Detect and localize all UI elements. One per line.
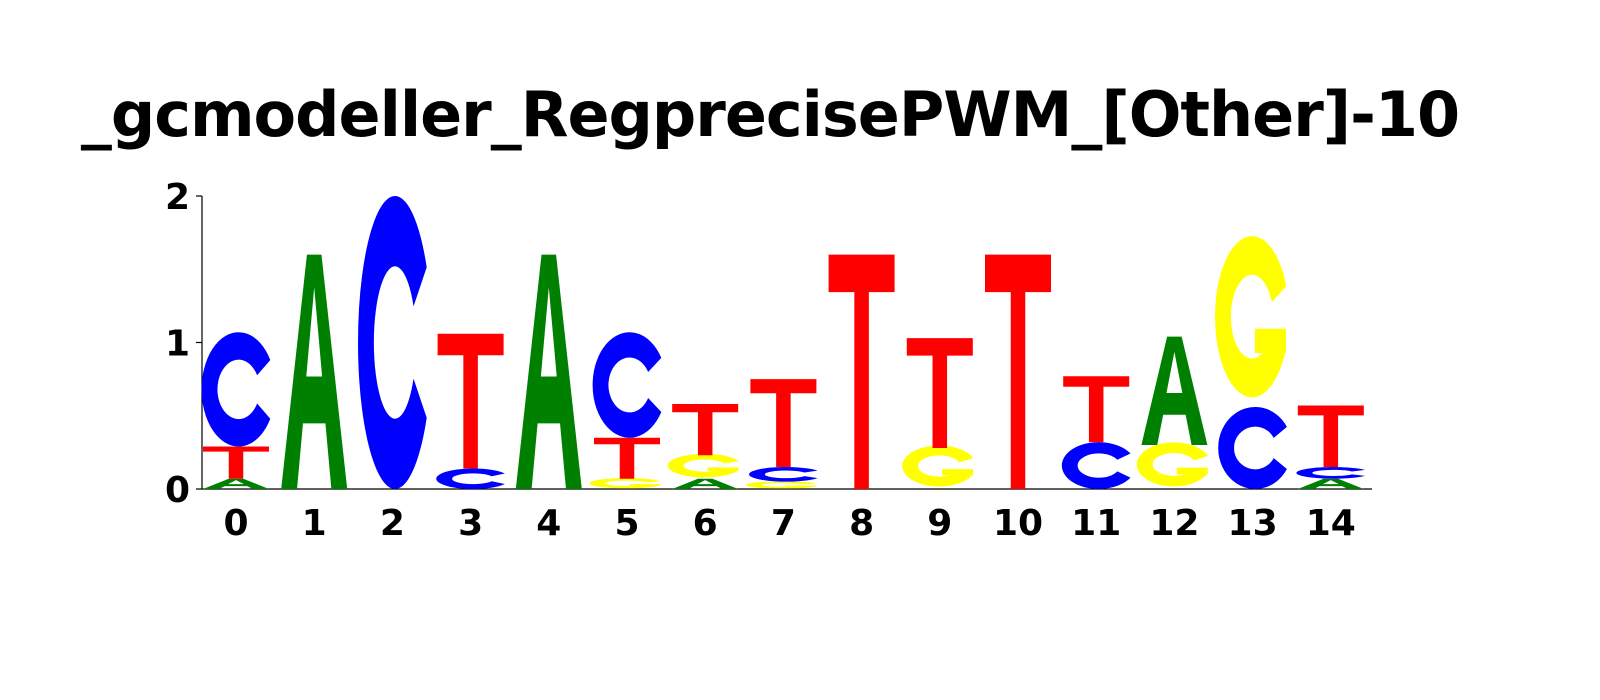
logo-letter-T-pos-0 <box>203 446 269 479</box>
logo-letter-C-pos-13 <box>1218 406 1287 489</box>
x-tick-label: 6 <box>693 503 718 544</box>
x-tick-label: 12 <box>1149 503 1199 544</box>
logo-letter-A-pos-6 <box>672 478 739 489</box>
logo-letter-A-pos-1 <box>281 254 348 490</box>
logo-letter-C-pos-2 <box>358 196 427 489</box>
logo-letter-C-pos-3 <box>436 468 505 489</box>
x-tick-label: 10 <box>993 503 1043 544</box>
logo-letter-C-pos-7 <box>749 467 818 482</box>
x-tick-label: 13 <box>1228 503 1278 544</box>
x-tick-label: 14 <box>1306 503 1356 544</box>
logo-letter-T-pos-11 <box>1063 376 1130 443</box>
logo-letter-C-pos-14 <box>1296 467 1366 479</box>
logo-letter-T-pos-5 <box>594 437 660 479</box>
logo-letter-C-pos-0 <box>201 332 271 447</box>
x-tick-label: 5 <box>614 503 639 544</box>
logo-letter-T-pos-8 <box>828 254 895 490</box>
logo-letter-G-pos-12 <box>1136 442 1208 487</box>
logo-letter-T-pos-6 <box>672 404 739 456</box>
logo-letters <box>201 196 1366 490</box>
logo-letter-G-pos-7 <box>746 481 817 489</box>
logo-letter-C-pos-11 <box>1061 442 1131 489</box>
logo-letter-C-pos-5 <box>592 332 662 438</box>
logo-letter-G-pos-6 <box>667 453 739 478</box>
logo-letter-A-pos-0 <box>203 478 269 489</box>
logo-letter-G-pos-13 <box>1215 236 1287 398</box>
x-tick-label: 1 <box>302 503 327 544</box>
logo-letter-T-pos-14 <box>1297 405 1364 468</box>
logo-letter-A-pos-14 <box>1297 478 1364 489</box>
logo-letter-A-pos-4 <box>515 254 582 490</box>
chart-title: _gcmodeller_RegprecisePWM_[Other]-10 <box>80 78 1460 151</box>
logo-letter-T-pos-10 <box>985 254 1051 490</box>
y-tick-label: 0 <box>165 470 190 511</box>
y-tick-label: 2 <box>165 177 190 218</box>
x-tick-label: 0 <box>223 503 248 544</box>
logo-letter-T-pos-3 <box>437 333 504 469</box>
x-tick-label: 8 <box>849 503 874 544</box>
x-tick-label: 7 <box>771 503 796 544</box>
x-tick-label: 2 <box>380 503 405 544</box>
logo-letter-G-pos-9 <box>902 445 974 487</box>
logo-letter-G-pos-5 <box>589 478 661 489</box>
x-tick-label: 9 <box>927 503 952 544</box>
logo-letter-T-pos-9 <box>906 338 973 448</box>
logo-letter-A-pos-12 <box>1141 336 1208 446</box>
logo-letter-T-pos-7 <box>750 379 817 468</box>
x-tick-label: 3 <box>458 503 483 544</box>
x-tick-label: 4 <box>536 503 561 544</box>
y-tick-label: 1 <box>165 324 190 365</box>
x-tick-label: 11 <box>1071 503 1121 544</box>
